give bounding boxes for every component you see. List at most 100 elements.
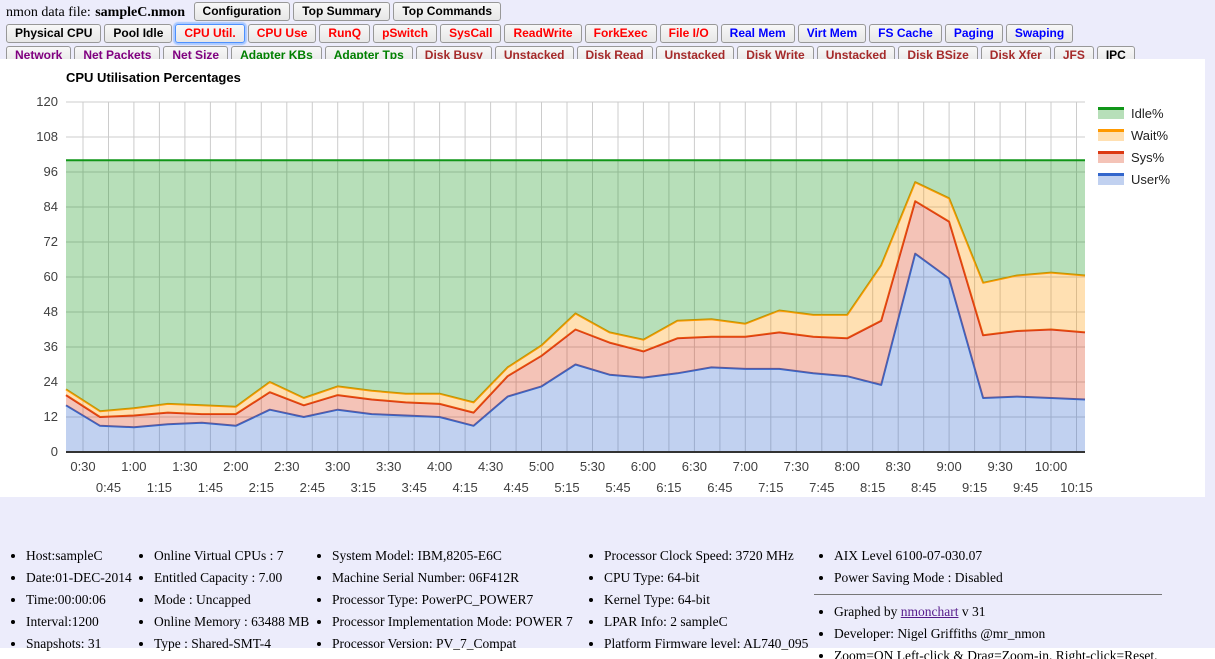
info-item: Interval:1200 <box>26 612 132 631</box>
nav-button-swaping[interactable]: Swaping <box>1005 24 1074 43</box>
x-tick-label: 4:15 <box>452 480 478 495</box>
y-tick-label: 72 <box>43 234 58 249</box>
x-tick-label: 3:45 <box>401 480 427 495</box>
x-tick-label: 7:30 <box>783 459 809 474</box>
nav-button-readwrite[interactable]: ReadWrite <box>504 24 582 43</box>
area-idle <box>66 160 1085 412</box>
cpu-utilisation-chart: CPU Utilisation Percentages 0 12 24 36 48 60 7… <box>0 59 1205 497</box>
line-user <box>65 252 1086 429</box>
x-tick-label: 1:30 <box>172 459 198 474</box>
x-tick-label: 5:15 <box>554 480 580 495</box>
y-tick-label: 24 <box>43 374 58 389</box>
y-tick-label: 108 <box>36 129 58 144</box>
x-tick-label: 0:45 <box>95 480 122 495</box>
nav-button-real-mem[interactable]: Real Mem <box>720 24 795 43</box>
area-user <box>66 253 1085 452</box>
y-tick-label: 48 <box>43 304 58 319</box>
file-label: nmon data file: <box>6 5 91 21</box>
info-item: Host:sampleC <box>26 546 132 565</box>
nav-button-forkexec[interactable]: ForkExec <box>584 24 657 43</box>
info-item: Snapshots: 31 <box>26 634 132 653</box>
x-tick-label: 6:30 <box>681 459 708 474</box>
y-tick-label: 36 <box>43 339 58 354</box>
nav-button-top-summary[interactable]: Top Summary <box>293 2 391 21</box>
info-column-2: Online Virtual CPUs : 7 Entitled Capacity… <box>132 546 310 659</box>
x-tick-label: 3:30 <box>376 459 402 474</box>
header: nmon data file: sampleC.nmon Configurati… <box>0 0 1215 66</box>
x-tick-label: 0:30 <box>70 459 96 474</box>
nav-button-syscall[interactable]: SysCall <box>440 24 502 43</box>
legend-item-idle: Idle% <box>1098 102 1170 124</box>
info-item: LPAR Info: 2 sampleC <box>604 612 812 631</box>
x-tick-label: 1:15 <box>146 480 173 495</box>
nav-button-pool-idle[interactable]: Pool Idle <box>104 24 173 43</box>
x-tick-label: 3:15 <box>350 480 376 495</box>
legend-swatch-wait <box>1098 129 1124 141</box>
y-tick-label: 12 <box>43 409 58 424</box>
y-tick-label: 84 <box>43 199 58 214</box>
nav-button-top-commands[interactable]: Top Commands <box>393 2 502 21</box>
legend-label: User% <box>1131 171 1171 187</box>
x-tick-label: 7:00 <box>732 459 758 474</box>
info-item: Processor Type: PowerPC_POWER7 <box>332 590 582 609</box>
x-tick-label: 2:15 <box>248 480 274 495</box>
nav-button-physical-cpu[interactable]: Physical CPU <box>6 24 102 43</box>
x-tick-label: 9:15 <box>961 480 988 495</box>
chart-title: CPU Utilisation Percentages <box>66 70 241 85</box>
x-tick-label: 8:45 <box>911 480 937 495</box>
x-tick-label: 5:30 <box>579 459 606 474</box>
nav-button-pswitch[interactable]: pSwitch <box>373 24 438 43</box>
info-item: Zoom=ON Left-click & Drag=Zoom-in. Right… <box>834 646 1182 659</box>
info-item: CPU Type: 64-bit <box>604 568 812 587</box>
nav-button-runq[interactable]: RunQ <box>319 24 371 43</box>
x-tick-label: 8:15 <box>860 480 886 495</box>
x-tick-label: 6:15 <box>656 480 682 495</box>
x-tick-label: 3:00 <box>325 459 351 474</box>
x-tick-label: 9:00 <box>936 459 962 474</box>
line-wait <box>65 181 1086 413</box>
nav-button-cpu-util[interactable]: CPU Util. <box>175 24 245 43</box>
x-tick-label: 6:45 <box>707 480 733 495</box>
info-column-1: Host:sampleC Date:01-DEC-2014 Time:00:00:0… <box>4 546 132 659</box>
legend-label: Sys% <box>1131 149 1165 165</box>
x-tick-label: 8:00 <box>834 459 860 474</box>
top-buttons: Configuration Top Summary Top Commands <box>193 2 505 21</box>
info-item: Online Memory : 63488 MB <box>154 612 310 631</box>
y-tick-label: 96 <box>43 164 58 179</box>
y-tick-label: 0 <box>50 444 58 459</box>
x-tick-label: 4:30 <box>477 459 504 474</box>
line-sys <box>65 200 1086 418</box>
info-column-3: System Model: IBM,8205-E6C Machine Serial… <box>310 546 582 659</box>
info-item: Online Virtual CPUs : 7 <box>154 546 310 565</box>
area-sys <box>66 201 1085 428</box>
area-wait <box>66 182 1085 417</box>
nav-button-fs-cache[interactable]: FS Cache <box>869 24 942 43</box>
info-item: Power Saving Mode : Disabled <box>834 568 1182 587</box>
y-tick-label: 60 <box>43 269 58 284</box>
nav-row-1: Physical CPU Pool Idle CPU Util. CPU Use Run… <box>0 22 1215 44</box>
chart-legend: Idle% Wait% Sys% User% <box>1098 102 1170 190</box>
x-tick-label: 2:00 <box>223 459 249 474</box>
nav-button-paging[interactable]: Paging <box>944 24 1003 43</box>
legend-item-sys: Sys% <box>1098 146 1170 168</box>
info-item: Developer: Nigel Griffiths @mr_nmon <box>834 624 1182 643</box>
x-tick-label: 4:00 <box>426 459 453 474</box>
legend-swatch-sys <box>1098 151 1124 163</box>
info-item: Entitled Capacity : 7.00 <box>154 568 310 587</box>
legend-swatch-user <box>1098 173 1124 185</box>
nav-button-virt-mem[interactable]: Virt Mem <box>797 24 867 43</box>
legend-swatch-idle <box>1098 107 1124 119</box>
x-tick-label: 5:00 <box>528 459 555 474</box>
x-tick-label: 8:30 <box>885 459 911 474</box>
nav-button-file-i-o[interactable]: File I/O <box>659 24 718 43</box>
nmonchart-link[interactable]: nmonchart <box>900 604 959 619</box>
nav-button-cpu-use[interactable]: CPU Use <box>247 24 317 43</box>
info-item: Platform Firmware level: AL740_095 <box>604 634 812 653</box>
nav-button-configuration[interactable]: Configuration <box>193 2 291 21</box>
x-tick-label: 2:45 <box>299 480 325 495</box>
x-tick-label: 10:15 <box>1060 480 1093 495</box>
info-column-4: Processor Clock Speed: 3720 MHz CPU Type:… <box>582 546 812 659</box>
info-item: Type : Shared-SMT-4 <box>154 634 310 653</box>
chart-plot-area[interactable] <box>65 101 1086 453</box>
